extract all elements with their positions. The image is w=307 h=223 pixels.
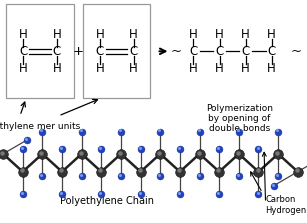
Text: C: C bbox=[216, 45, 223, 58]
Text: C: C bbox=[53, 45, 61, 58]
Text: H: H bbox=[241, 28, 250, 41]
Text: H: H bbox=[215, 28, 224, 41]
Text: C: C bbox=[268, 45, 276, 58]
Text: H: H bbox=[267, 62, 276, 74]
Text: ~: ~ bbox=[291, 45, 302, 58]
Text: H: H bbox=[189, 28, 198, 41]
Text: +: + bbox=[73, 45, 84, 58]
Text: H: H bbox=[52, 62, 61, 74]
Text: H: H bbox=[189, 62, 198, 74]
Text: Ethylene mer units: Ethylene mer units bbox=[0, 122, 80, 130]
Text: C: C bbox=[96, 45, 104, 58]
Bar bbox=[83, 4, 150, 98]
Text: C: C bbox=[189, 45, 197, 58]
Bar bbox=[6, 4, 74, 98]
Text: Carbon: Carbon bbox=[266, 195, 296, 204]
Text: H: H bbox=[19, 62, 27, 74]
Text: H: H bbox=[19, 28, 27, 41]
Text: H: H bbox=[95, 62, 104, 74]
Text: H: H bbox=[52, 28, 61, 41]
Text: H: H bbox=[129, 28, 138, 41]
Text: H: H bbox=[241, 62, 250, 74]
Text: C: C bbox=[130, 45, 138, 58]
Text: H: H bbox=[215, 62, 224, 74]
Text: ~: ~ bbox=[171, 45, 182, 58]
Text: C: C bbox=[19, 45, 27, 58]
Text: C: C bbox=[242, 45, 250, 58]
Text: Polyethylene Chain: Polyethylene Chain bbox=[60, 196, 154, 206]
Text: Hydrogen: Hydrogen bbox=[266, 206, 307, 215]
Text: Polymerization
by opening of
double bonds: Polymerization by opening of double bond… bbox=[206, 104, 273, 134]
Text: H: H bbox=[267, 28, 276, 41]
Text: H: H bbox=[95, 28, 104, 41]
Text: H: H bbox=[129, 62, 138, 74]
